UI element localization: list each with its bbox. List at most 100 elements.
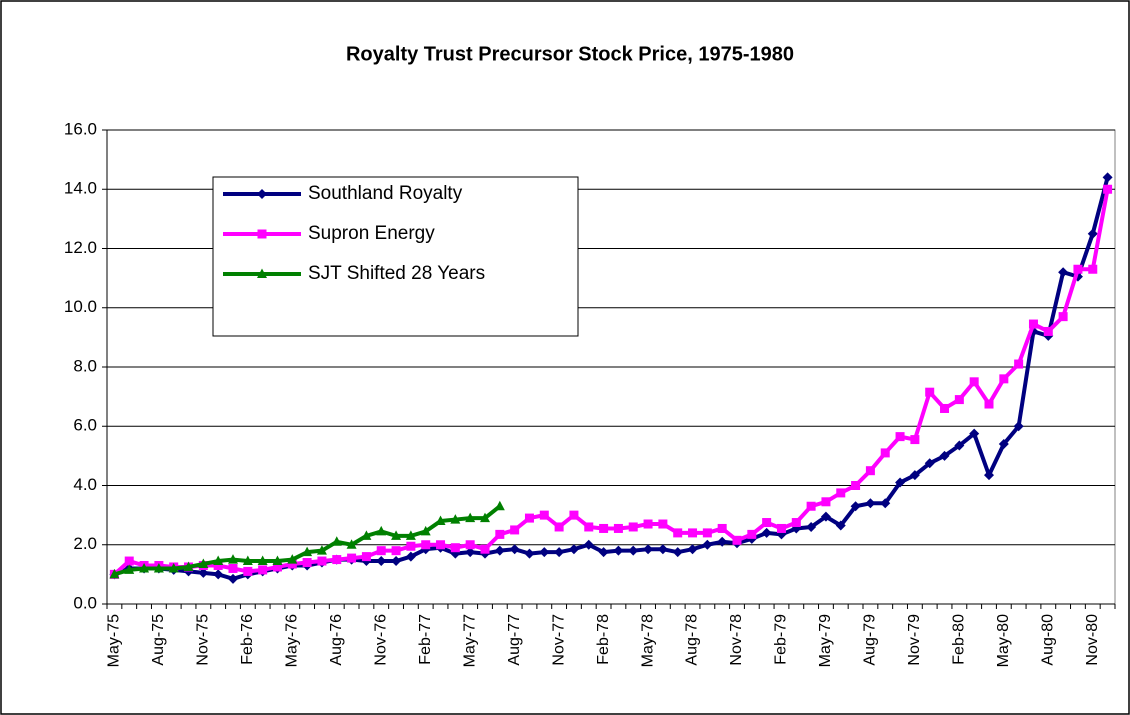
- x-tick-label: Feb-80: [951, 614, 968, 665]
- data-point: [465, 547, 476, 558]
- data-point: [524, 548, 535, 559]
- data-point: [613, 523, 623, 533]
- data-point: [361, 530, 372, 540]
- data-point: [1013, 421, 1024, 432]
- data-point: [954, 395, 964, 405]
- y-tick-label: 10.0: [64, 297, 97, 316]
- x-tick-label: May-76: [284, 614, 301, 667]
- y-tick-label: 14.0: [64, 179, 97, 198]
- data-point: [242, 555, 253, 566]
- data-point: [924, 458, 935, 469]
- data-point: [317, 556, 327, 566]
- data-point: [465, 512, 476, 523]
- data-point: [168, 562, 179, 573]
- x-tick-label: Feb-78: [595, 614, 612, 665]
- data-point: [569, 510, 579, 520]
- data-point: [153, 562, 164, 573]
- data-point: [702, 528, 712, 538]
- y-tick-label: 12.0: [64, 238, 97, 257]
- data-point: [1073, 264, 1083, 274]
- data-point: [1058, 267, 1069, 278]
- data-point: [998, 439, 1009, 450]
- data-point: [984, 470, 994, 481]
- x-tick-label: Aug-80: [1040, 614, 1057, 666]
- data-point: [124, 556, 134, 566]
- data-point: [539, 510, 549, 520]
- data-point: [836, 488, 846, 498]
- data-point: [806, 521, 817, 532]
- data-point: [494, 545, 505, 556]
- data-point: [791, 518, 801, 528]
- x-tick-label: Nov-78: [728, 614, 745, 666]
- x-tick-label: May-80: [995, 614, 1012, 667]
- y-tick-label: 4.0: [73, 475, 97, 494]
- data-point: [243, 566, 253, 576]
- data-point: [969, 377, 979, 387]
- data-point: [421, 540, 431, 550]
- data-point: [687, 544, 698, 555]
- data-point: [405, 551, 416, 562]
- x-tick-label: Aug-78: [684, 614, 701, 666]
- data-point: [376, 556, 387, 567]
- data-point: [287, 554, 298, 564]
- data-point: [228, 573, 238, 584]
- data-point: [939, 450, 950, 461]
- data-point: [1028, 319, 1038, 329]
- data-point: [673, 528, 683, 538]
- data-point: [272, 562, 282, 572]
- data-point: [539, 547, 550, 558]
- data-point: [776, 523, 786, 533]
- data-point: [198, 558, 209, 569]
- data-point: [672, 547, 683, 558]
- data-point: [376, 525, 387, 536]
- y-tick-label: 0.0: [73, 593, 97, 612]
- data-point: [510, 525, 520, 535]
- data-point: [568, 544, 579, 555]
- data-point: [376, 546, 386, 556]
- data-point: [198, 567, 209, 578]
- x-tick-label: Aug-75: [150, 614, 167, 666]
- data-point: [109, 568, 120, 579]
- data-point: [258, 565, 268, 575]
- x-tick-label: Nov-77: [550, 614, 567, 666]
- data-point: [865, 466, 875, 476]
- x-tick-label: Nov-76: [372, 614, 389, 666]
- legend-label: Supron Energy: [308, 223, 435, 244]
- y-tick-label: 2.0: [73, 534, 97, 553]
- data-point: [480, 544, 490, 554]
- data-point: [954, 440, 965, 451]
- data-point: [257, 555, 268, 566]
- legend-marker: [257, 189, 267, 199]
- data-point: [494, 500, 505, 511]
- x-tick-label: May-77: [461, 614, 478, 667]
- data-point: [1087, 228, 1098, 239]
- data-point: [450, 543, 460, 553]
- data-point: [495, 529, 505, 539]
- data-point: [657, 544, 668, 555]
- data-point: [762, 518, 772, 528]
- legend-label: Southland Royalty: [308, 183, 463, 204]
- legend-label: SJT Shifted 28 Years: [308, 263, 485, 284]
- y-tick-label: 6.0: [73, 416, 97, 435]
- data-point: [406, 541, 416, 551]
- data-point: [969, 428, 980, 439]
- data-point: [643, 544, 654, 555]
- data-point: [465, 540, 475, 550]
- x-tick-label: Nov-79: [906, 614, 923, 666]
- data-point: [316, 545, 327, 555]
- x-tick-label: Aug-77: [506, 614, 523, 666]
- data-point: [732, 535, 742, 545]
- data-point: [865, 498, 876, 509]
- data-point: [450, 514, 461, 524]
- legend-marker: [257, 229, 267, 239]
- x-tick-label: Nov-80: [1084, 614, 1101, 666]
- data-point: [583, 539, 594, 550]
- data-point: [940, 403, 950, 413]
- data-point: [628, 545, 639, 556]
- data-point: [391, 530, 402, 540]
- data-point: [910, 435, 920, 445]
- x-tick-label: Nov-75: [195, 614, 212, 666]
- data-point: [599, 523, 609, 533]
- data-point: [1102, 172, 1113, 183]
